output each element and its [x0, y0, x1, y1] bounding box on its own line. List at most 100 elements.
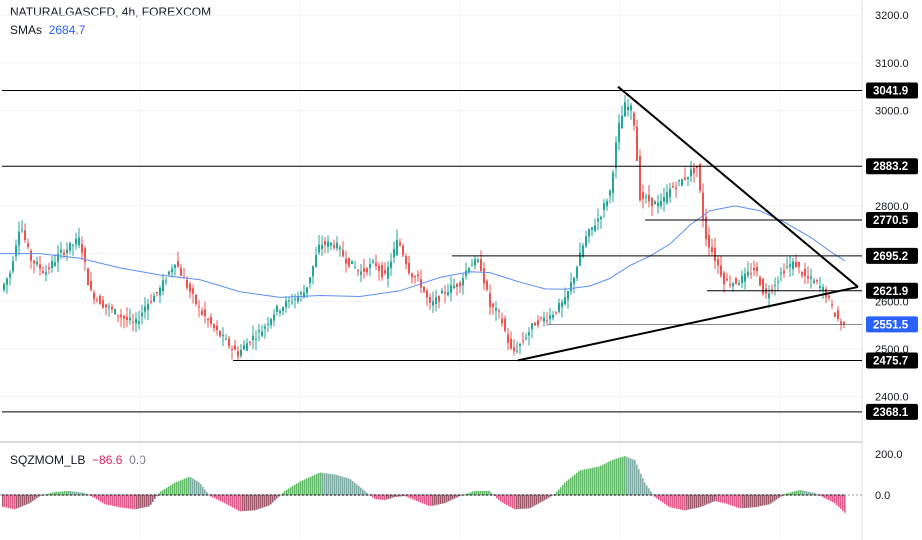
- squeeze-dot: [358, 494, 360, 496]
- squeeze-dot: [522, 494, 524, 496]
- squeeze-dot: [342, 494, 344, 496]
- price-axis[interactable]: 3200.03100.03000.02800.02600.02500.02400…: [863, 0, 922, 540]
- squeeze-dot: [614, 494, 616, 496]
- candle-up: [441, 290, 443, 294]
- candle-up: [768, 293, 770, 299]
- momentum-bar: [826, 495, 828, 500]
- momentum-bar: [74, 491, 76, 495]
- momentum-bar: [484, 490, 486, 495]
- candle-down: [39, 264, 41, 269]
- candle-up: [339, 247, 341, 250]
- candle-down: [801, 272, 803, 276]
- squeeze-dot: [714, 494, 716, 496]
- momentum-bar: [584, 469, 586, 495]
- momentum-bar: [718, 495, 720, 502]
- candle-up: [75, 238, 77, 245]
- level-badge: [866, 211, 918, 228]
- momentum-bar: [60, 491, 62, 495]
- momentum-bar: [628, 457, 630, 495]
- candle-down: [192, 288, 194, 294]
- momentum-bar: [490, 491, 492, 495]
- candle-up: [300, 292, 302, 294]
- squeeze-dot: [146, 494, 148, 496]
- squeeze-dot: [834, 494, 836, 496]
- momentum-bar: [110, 495, 112, 506]
- momentum-bar: [586, 468, 588, 495]
- momentum-bar: [642, 478, 644, 495]
- momentum-bar: [602, 464, 604, 495]
- momentum-bar: [306, 478, 308, 495]
- squeeze-dot: [762, 494, 764, 496]
- sma-label: SMAs: [10, 23, 43, 37]
- momentum-bar: [532, 495, 534, 507]
- squeeze-dot: [534, 494, 536, 496]
- momentum-bar: [730, 495, 732, 506]
- momentum-bar: [732, 495, 734, 506]
- momentum-bar: [808, 491, 810, 495]
- candle-down: [429, 297, 431, 303]
- momentum-bar: [716, 495, 718, 502]
- momentum-bar: [116, 495, 118, 507]
- candle-down: [753, 267, 755, 271]
- momentum-bar: [200, 484, 202, 495]
- squeeze-dot: [190, 494, 192, 496]
- candle-down: [180, 267, 182, 276]
- candle-up: [240, 349, 242, 356]
- squeeze-dot: [378, 494, 380, 496]
- candle-down: [723, 272, 725, 285]
- momentum-bar: [592, 467, 594, 495]
- momentum-bar: [832, 495, 834, 503]
- candle-up: [372, 261, 374, 263]
- candle-down: [237, 351, 239, 357]
- candle-down: [132, 321, 134, 323]
- squeeze-dot: [710, 494, 712, 496]
- candle-up: [471, 265, 473, 267]
- squeeze-dot: [566, 494, 568, 496]
- candle-up: [570, 282, 572, 292]
- momentum-bar: [540, 495, 542, 503]
- candle-down: [102, 300, 104, 308]
- candle-up: [666, 192, 668, 203]
- momentum-bar: [366, 492, 368, 495]
- momentum-bar: [802, 490, 804, 495]
- squeeze-dot: [286, 494, 288, 496]
- candle-up: [777, 281, 779, 283]
- momentum-bar: [722, 495, 724, 503]
- momentum-bar: [460, 495, 462, 496]
- squeeze-dot: [394, 494, 396, 496]
- momentum-bar: [194, 479, 196, 495]
- squeeze-dot: [30, 494, 32, 496]
- squeeze-dot: [258, 494, 260, 496]
- candle-up: [270, 318, 272, 326]
- momentum-bar: [742, 495, 744, 509]
- candle-up: [669, 188, 671, 198]
- candle-down: [84, 248, 86, 263]
- momentum-bar: [774, 495, 776, 501]
- candle-up: [261, 331, 263, 337]
- momentum-bar: [386, 495, 388, 500]
- candle-down: [228, 338, 230, 347]
- momentum-bar: [696, 495, 698, 508]
- squeeze-dot: [738, 494, 740, 496]
- candle-up: [222, 335, 224, 337]
- momentum-bar: [270, 495, 272, 505]
- momentum-bar: [544, 495, 546, 501]
- momentum-bar: [740, 495, 742, 509]
- candle-up: [477, 259, 479, 262]
- squeeze-dot: [66, 494, 68, 496]
- squeeze-dot: [506, 494, 508, 496]
- momentum-bar: [688, 495, 690, 510]
- candle-down: [705, 216, 707, 240]
- squeeze-dot: [806, 494, 808, 496]
- squeeze-dot: [682, 494, 684, 496]
- momentum-bar: [760, 495, 762, 507]
- squeeze-dot: [326, 494, 328, 496]
- momentum-bar: [64, 491, 66, 495]
- momentum-bar: [706, 495, 708, 505]
- momentum-bar: [724, 495, 726, 504]
- candle-down: [249, 341, 251, 343]
- momentum-bar: [180, 480, 182, 495]
- momentum-bar: [768, 495, 770, 505]
- squeeze-dot: [298, 494, 300, 496]
